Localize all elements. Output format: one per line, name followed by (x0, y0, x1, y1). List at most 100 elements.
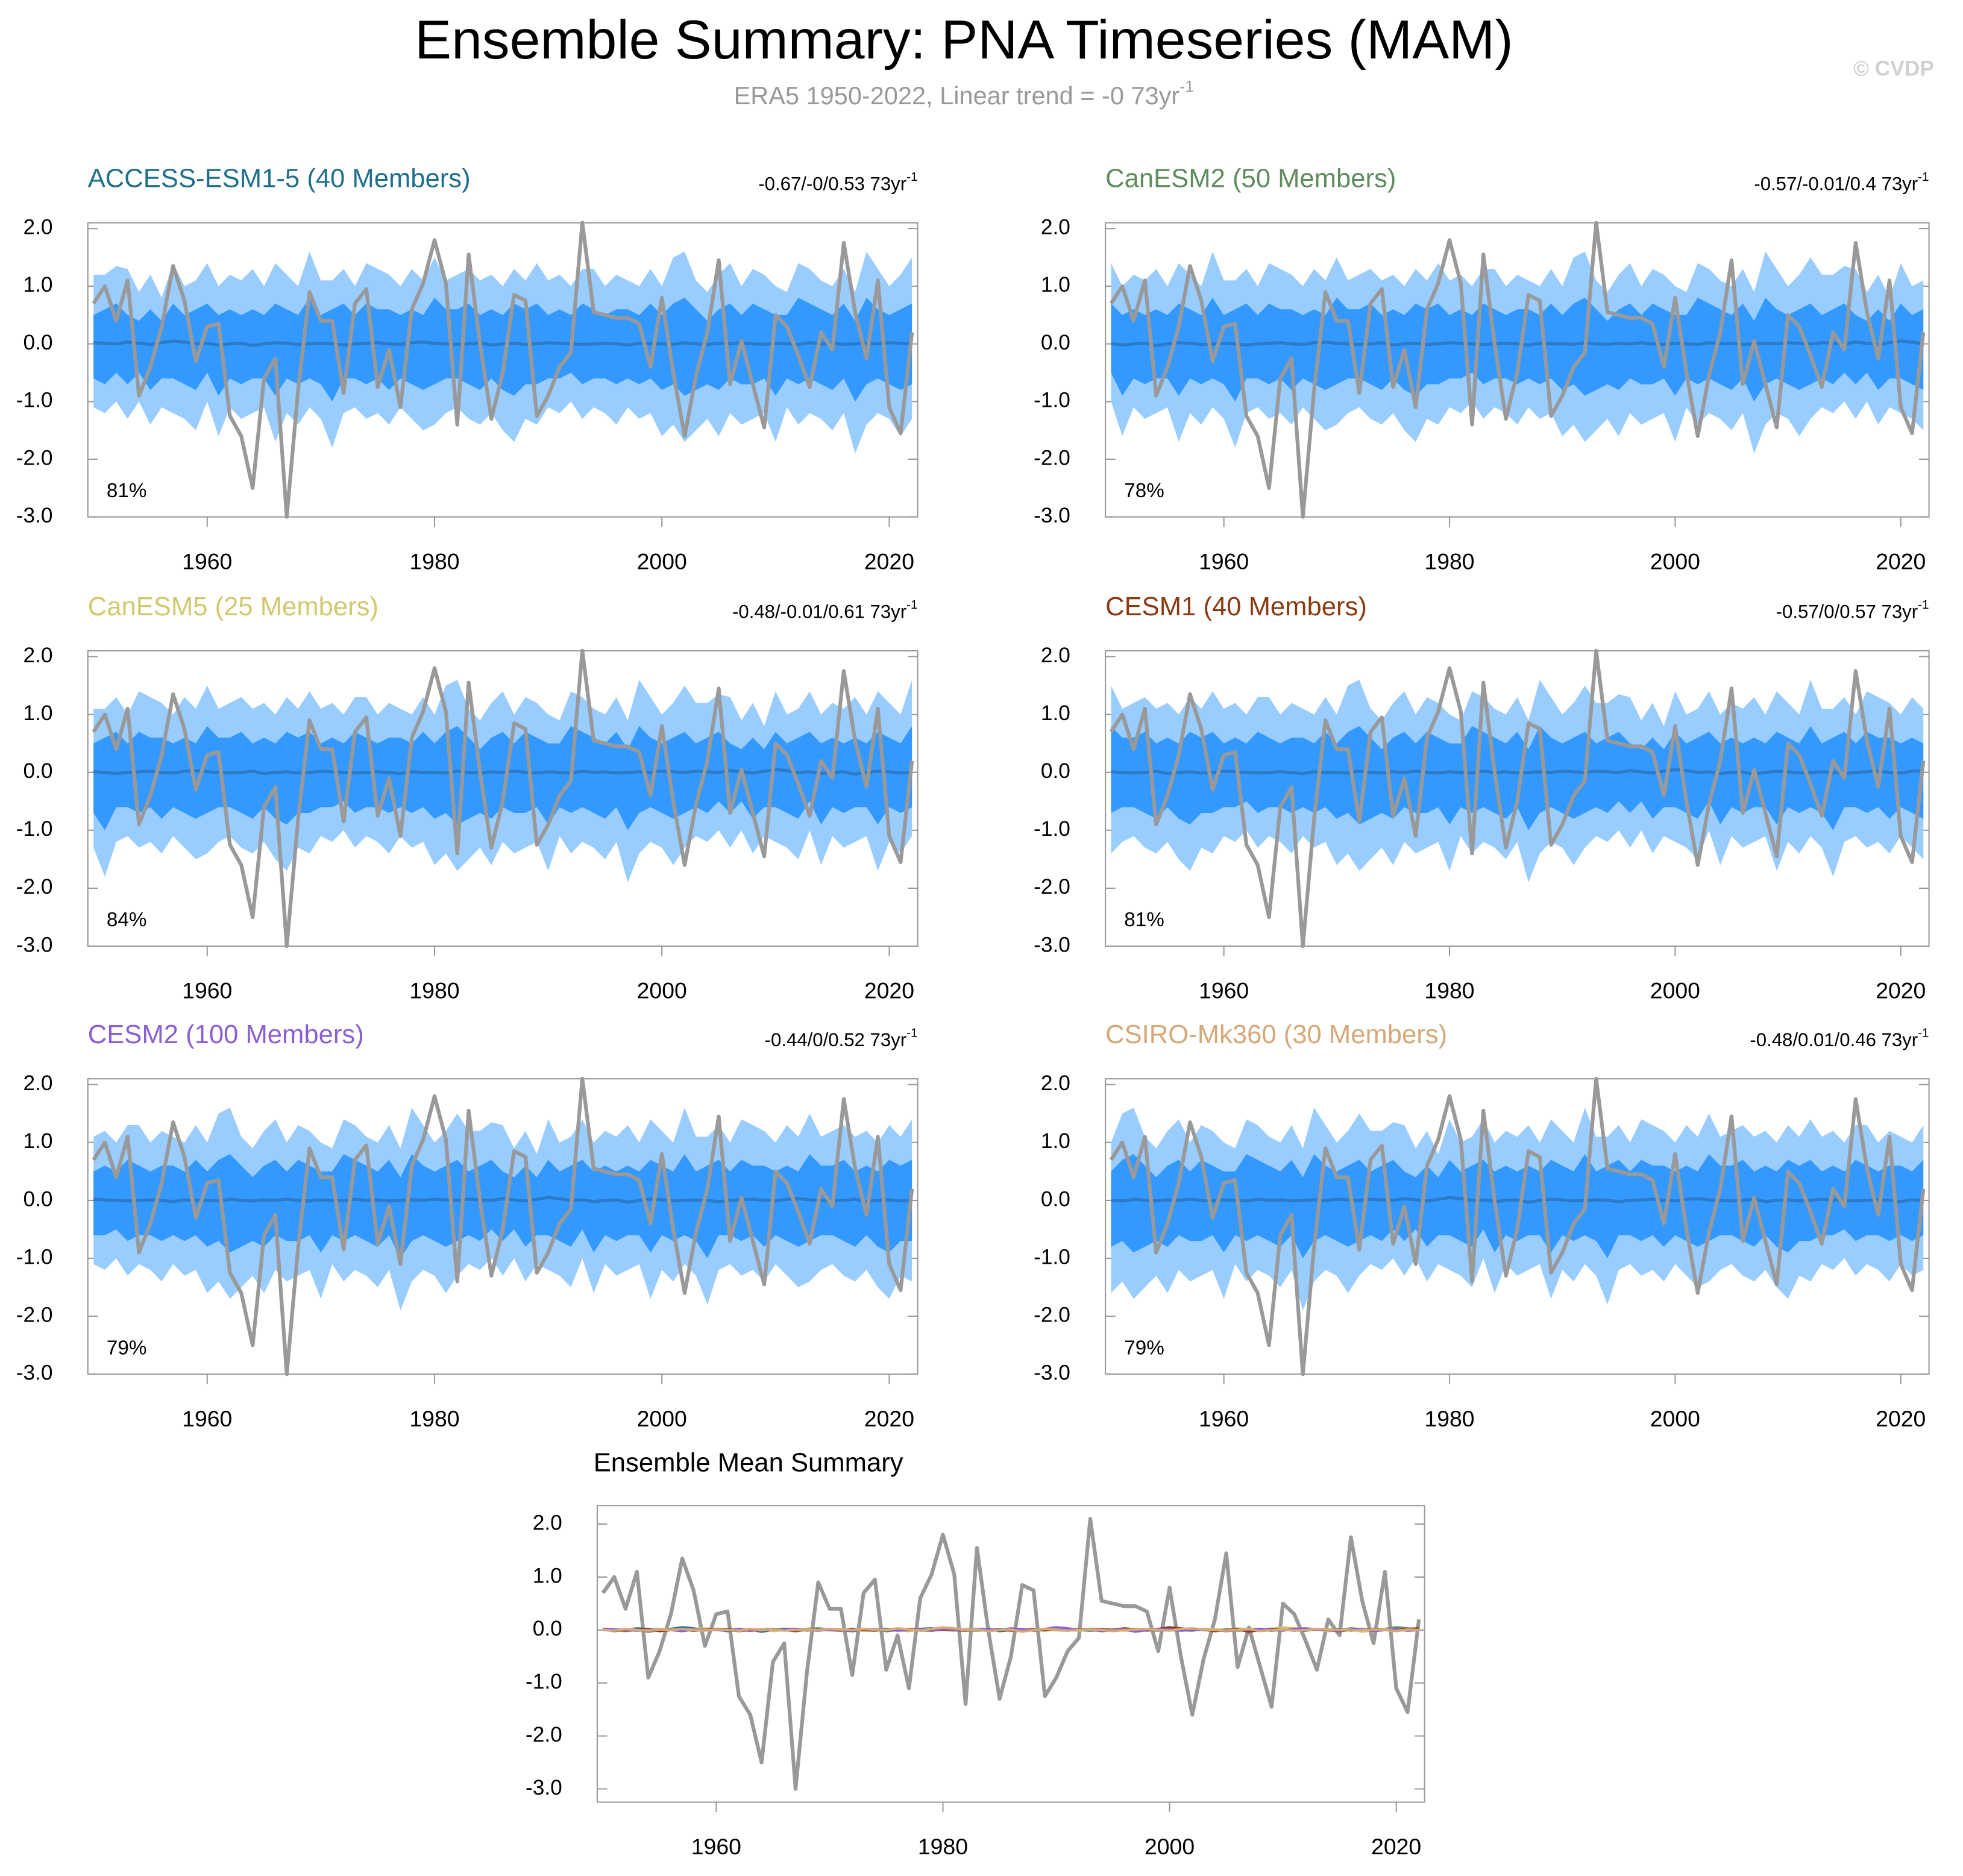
x-tick-label: 1980 (409, 548, 459, 574)
y-tick-label: -2.0 (526, 1723, 562, 1746)
trend-text: -0.57/-0.01/0.4 73yr-1 (1754, 170, 1929, 194)
x-tick-label: 2020 (1876, 1406, 1926, 1431)
observed-line (1109, 648, 1926, 949)
x-tick-label: 1960 (182, 1406, 232, 1431)
subtitle-superscript: -1 (1179, 77, 1194, 95)
observed-line (601, 1517, 1421, 1791)
x-tick-label: 1960 (691, 1834, 741, 1859)
y-tick-label: 1.0 (23, 273, 52, 296)
y-tick-label: -2.0 (1034, 446, 1070, 469)
panel-title: CESM1 (40 Members) (1105, 592, 1367, 621)
x-tick-label: 2000 (1650, 1406, 1700, 1431)
plot-frame (596, 1505, 1425, 1803)
percent-label: 84% (107, 909, 147, 931)
y-tick-label: -2.0 (1034, 1303, 1070, 1326)
trend-value: -0.44/0/0.52 73yr (765, 1029, 906, 1050)
x-tick-label: 2020 (864, 548, 914, 574)
x-tick-label: 2020 (864, 1406, 914, 1431)
x-tick-label: 1960 (182, 548, 232, 574)
trend-text: -0.48/-0.01/0.61 73yr-1 (732, 598, 918, 623)
figure-title: Ensemble Summary: PNA Timeseries (MAM) (415, 9, 1513, 71)
plot-frame (1105, 1078, 1930, 1375)
x-tick-label: 1980 (1424, 548, 1474, 574)
y-tick-label: -3.0 (1034, 504, 1070, 527)
y-tick-label: -2.0 (1034, 875, 1070, 899)
panel-title: Ensemble Mean Summary (594, 1448, 903, 1477)
y-tick-label: -3.0 (526, 1776, 562, 1799)
trend-value: -0.57/0/0.57 73yr (1776, 601, 1918, 623)
y-tick-label: 1.0 (23, 1129, 52, 1153)
trend-value: -0.48/0.01/0.46 73yr (1750, 1029, 1918, 1050)
y-tick-label: 1.0 (533, 1564, 562, 1587)
ensemble-mean-line (93, 1196, 912, 1204)
observed-line (1109, 1077, 1926, 1376)
y-tick-label: -2.0 (16, 446, 53, 469)
x-tick-label: 2020 (1876, 978, 1926, 1003)
x-tick-label: 1960 (1199, 548, 1249, 574)
x-tick-label: 2020 (864, 978, 914, 1003)
trend-value: -0.67/-0/0.53 73yr (758, 174, 906, 195)
observed-line (1109, 221, 1926, 519)
model-mean-line (603, 1626, 1419, 1633)
percent-label: 79% (1124, 1337, 1164, 1359)
y-tick-label: 0.0 (533, 1617, 562, 1640)
panel-title: CSIRO-Mk360 (30 Members) (1105, 1020, 1447, 1049)
y-tick-label: 2.0 (23, 1071, 52, 1095)
x-tick-label: 1980 (1424, 1406, 1474, 1431)
subtitle-text: ERA5 1950-2022, Linear trend = -0 73yr (734, 81, 1180, 110)
figure-subtitle: ERA5 1950-2022, Linear trend = -0 73yr-1 (734, 77, 1195, 109)
y-tick-label: 2.0 (1041, 216, 1070, 239)
y-tick-label: -1.0 (1034, 389, 1070, 412)
plot-frame (1105, 222, 1930, 518)
trend-value: -0.48/-0.01/0.61 73yr (732, 601, 906, 623)
x-tick-label: 1980 (409, 978, 459, 1003)
percent-label: 81% (1124, 909, 1164, 931)
y-tick-label: -3.0 (16, 1361, 53, 1385)
percent-label: 78% (1124, 480, 1164, 502)
x-tick-label: 2020 (1371, 1834, 1421, 1859)
panel-title: CESM2 (100 Members) (88, 1020, 364, 1049)
y-tick-label: 0.0 (23, 1187, 52, 1211)
x-tick-label: 1980 (918, 1834, 968, 1859)
x-tick-label: 2000 (637, 548, 687, 574)
y-tick-label: -1.0 (1034, 1245, 1070, 1269)
y-tick-label: 2.0 (1041, 1071, 1070, 1095)
y-tick-label: 0.0 (1041, 331, 1070, 354)
x-tick-label: 1960 (1199, 978, 1249, 1003)
x-tick-label: 1980 (1424, 978, 1474, 1003)
trend-superscript: -1 (906, 170, 917, 184)
x-tick-label: 1960 (1199, 1406, 1249, 1431)
plot-frame (87, 650, 919, 947)
plot-frame (87, 222, 919, 518)
y-tick-label: -2.0 (16, 875, 53, 899)
y-tick-label: -1.0 (526, 1670, 562, 1693)
plot-frame (87, 1078, 919, 1375)
observed-line (92, 1077, 914, 1376)
ensemble-mean-line (1111, 1196, 1924, 1204)
y-tick-label: 0.0 (1041, 1187, 1070, 1211)
copyright: © CVDP (1853, 57, 1934, 81)
trend-value: -0.57/-0.01/0.4 73yr (1754, 174, 1918, 195)
panel-title: CanESM2 (50 Members) (1105, 165, 1396, 193)
ensemble-mean-line (93, 339, 912, 348)
trend-text: -0.67/-0/0.53 73yr-1 (758, 170, 917, 194)
y-tick-label: -1.0 (16, 389, 53, 412)
y-tick-label: 0.0 (23, 331, 52, 354)
trend-superscript: -1 (1918, 598, 1929, 612)
ensemble-mean-line (1111, 339, 1924, 348)
panel-title: CanESM5 (25 Members) (88, 592, 378, 621)
ensemble-mean-line (1111, 768, 1924, 776)
y-tick-label: -3.0 (1034, 1361, 1070, 1385)
observed-line (92, 221, 914, 519)
y-tick-label: 2.0 (23, 644, 52, 667)
x-tick-label: 2000 (1650, 548, 1700, 574)
y-tick-label: 2.0 (1041, 644, 1070, 667)
y-tick-label: -3.0 (16, 504, 53, 527)
x-tick-label: 2000 (637, 1406, 687, 1431)
x-tick-label: 2020 (1876, 548, 1926, 574)
y-tick-label: -3.0 (16, 933, 53, 956)
y-tick-label: 1.0 (1041, 701, 1070, 725)
y-tick-label: 1.0 (1041, 273, 1070, 296)
percent-label: 79% (107, 1337, 147, 1359)
